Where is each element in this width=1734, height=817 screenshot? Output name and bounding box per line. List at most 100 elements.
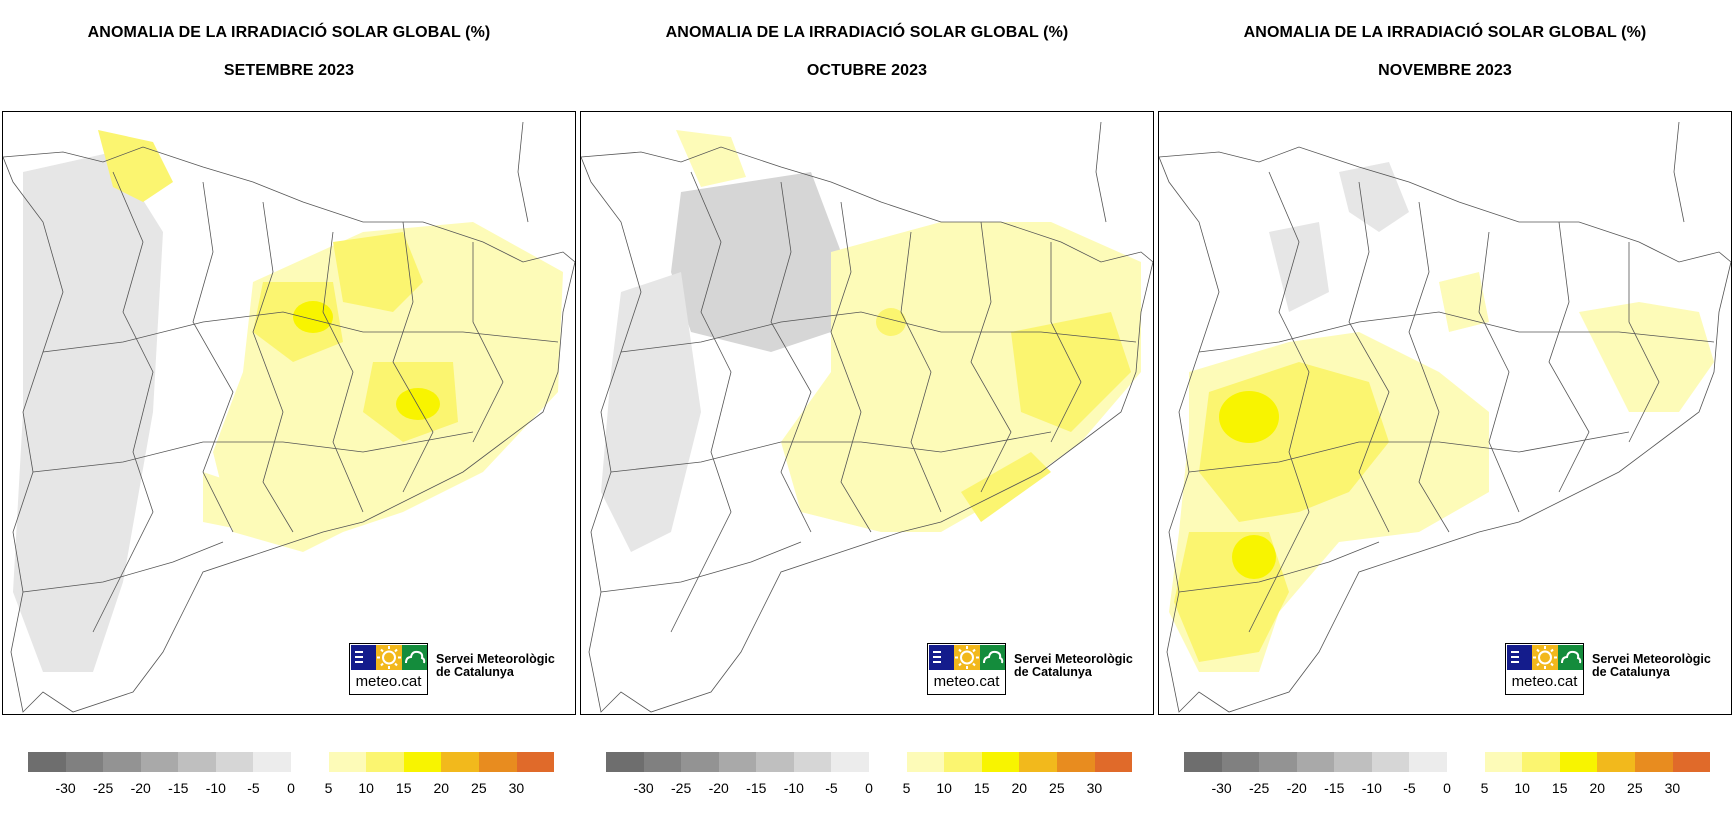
legend-label: -15 [168, 780, 189, 796]
org-name-line2: de Catalunya [1592, 665, 1670, 679]
legend-swatch [1484, 752, 1523, 772]
legend-swatch [869, 752, 907, 772]
org-name-line2: de Catalunya [436, 665, 514, 679]
legend-swatch [1597, 752, 1635, 772]
legend-label: -20 [1286, 780, 1307, 796]
legend-label: 25 [471, 780, 487, 796]
smc-logo: meteo.cat Servei Meteorològic de Catalun… [927, 643, 1147, 697]
legend-label: -30 [55, 780, 76, 796]
logo-sun-icon [376, 645, 402, 670]
legend-swatch [1184, 752, 1222, 772]
panel-period: OCTUBRE 2023 [806, 62, 928, 79]
legend-label: 15 [973, 780, 990, 796]
legend-swatch [253, 752, 292, 772]
legend-label: -25 [671, 780, 692, 796]
legend-swatch [1221, 752, 1260, 772]
map-panel-novembre: ANOMALIA DE LA IRRADIACIÓ SOLAR GLOBAL (… [1156, 0, 1734, 817]
legend-swatch [1409, 752, 1448, 772]
legend-labels: -30 -25 -20 -15 -10 -5 0 5 10 15 20 25 30 [28, 780, 554, 798]
legend-labels: -30 -25 -20 -15 -10 -5 0 5 10 15 20 25 30 [1184, 780, 1710, 798]
legend-swatch [1559, 752, 1598, 772]
smc-logo: meteo.cat Servei Meteorològic de Catalun… [1505, 643, 1725, 697]
legend-swatch [944, 752, 982, 772]
legend-swatch [366, 752, 404, 772]
legend-label: 30 [508, 780, 525, 796]
legend-swatch [441, 752, 479, 772]
comarca-borders [581, 121, 1153, 713]
meteocat-logo-box: meteo.cat [349, 643, 428, 695]
anomaly-fill [13, 130, 563, 672]
legend-label: -10 [1361, 780, 1382, 796]
legend-label: 0 [865, 780, 873, 796]
legend-swatch [140, 752, 179, 772]
org-name-line1: Servei Meteorològic [1592, 652, 1711, 666]
legend-label: 10 [936, 780, 952, 796]
legend-swatch [28, 752, 66, 772]
catalonia-anomaly-map [581, 121, 1153, 713]
legend-label: -15 [746, 780, 767, 796]
legend-label: 30 [1086, 780, 1103, 796]
panel-title: ANOMALIA DE LA IRRADIACIÓ SOLAR GLOBAL (… [87, 24, 491, 41]
legend-label: 10 [358, 780, 374, 796]
logo-cloud-icon [980, 645, 1005, 670]
org-name: Servei Meteorològic de Catalunya [1592, 653, 1711, 679]
legend-label: 5 [902, 780, 911, 796]
legend-label: 0 [287, 780, 295, 796]
legend-label: 20 [1011, 780, 1028, 796]
legend-label: -20 [130, 780, 151, 796]
legend-swatch [718, 752, 757, 772]
catalonia-anomaly-map [1159, 121, 1731, 713]
legend-swatch [1634, 752, 1673, 772]
legend-swatch [756, 752, 794, 772]
legend-swatch [1522, 752, 1560, 772]
legend-swatch [65, 752, 104, 772]
legend-swatch [516, 752, 555, 772]
legend-label: -10 [783, 780, 804, 796]
legend-swatch [291, 752, 329, 772]
legend-swatch [328, 752, 367, 772]
legend-label: 20 [1589, 780, 1606, 796]
comarca-borders [3, 121, 575, 713]
org-name: Servei Meteorològic de Catalunya [1014, 653, 1133, 679]
logo-cloud-icon [402, 645, 427, 670]
legend-label: -25 [93, 780, 114, 796]
legend-swatch [681, 752, 719, 772]
legend-swatch [1056, 752, 1095, 772]
logo-text: meteo.cat [933, 673, 1000, 690]
panel-title: ANOMALIA DE LA IRRADIACIÓ SOLAR GLOBAL (… [665, 24, 1069, 41]
legend-swatch [403, 752, 442, 772]
legend-swatch [906, 752, 945, 772]
panel-period: SETEMBRE 2023 [223, 62, 355, 79]
legend-label: -15 [1324, 780, 1345, 796]
legend-swatch [215, 752, 254, 772]
logo-lines-icon [351, 645, 376, 670]
map-frame: meteo.cat Servei Meteorològic de Catalun… [1158, 111, 1732, 715]
map-panel-setembre: ANOMALIA DE LA IRRADIACIÓ SOLAR GLOBAL (… [0, 0, 578, 817]
org-name-line2: de Catalunya [1014, 665, 1092, 679]
legend-label: -25 [1249, 780, 1270, 796]
logo-sun-icon [1532, 645, 1558, 670]
legend-label: -5 [825, 780, 838, 796]
legend-swatch [1019, 752, 1057, 772]
legend-label: -10 [205, 780, 226, 796]
color-legend [606, 752, 1133, 772]
legend-label: 5 [324, 780, 333, 796]
legend-label: -30 [633, 780, 654, 796]
color-legend [28, 752, 555, 772]
logo-lines-icon [1507, 645, 1532, 670]
legend-swatch [981, 752, 1020, 772]
org-name-line1: Servei Meteorològic [436, 652, 555, 666]
logo-cloud-icon [1558, 645, 1583, 670]
legend-swatch [1259, 752, 1297, 772]
legend-label: 10 [1514, 780, 1530, 796]
panel-title: ANOMALIA DE LA IRRADIACIÓ SOLAR GLOBAL (… [1243, 24, 1647, 41]
legend-label: 20 [433, 780, 450, 796]
legend-swatch [1094, 752, 1133, 772]
comarca-borders [1159, 121, 1731, 713]
logo-text: meteo.cat [355, 673, 422, 690]
legend-label: 0 [1443, 780, 1451, 796]
legend-label: -5 [1403, 780, 1416, 796]
legend-label: 25 [1627, 780, 1643, 796]
legend-label: 25 [1049, 780, 1065, 796]
catalonia-anomaly-map [3, 121, 575, 713]
